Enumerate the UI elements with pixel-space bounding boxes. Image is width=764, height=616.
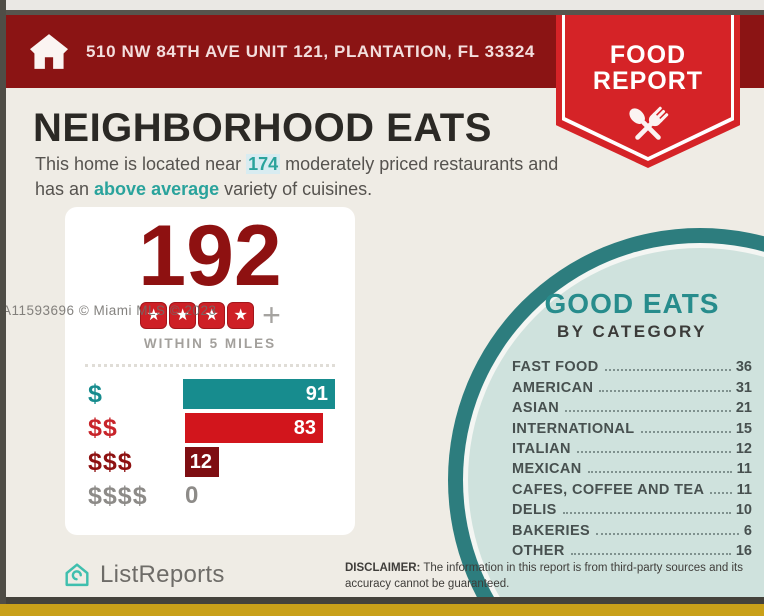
category-name: DELIS	[512, 502, 557, 519]
category-row: BAKERIES 6	[512, 518, 752, 539]
star-icon: ★	[169, 302, 197, 329]
category-value: 10	[735, 502, 752, 519]
category-name: OTHER	[512, 542, 565, 559]
category-value: 11	[736, 481, 752, 498]
frame-bottom-line	[0, 597, 764, 604]
star-icon: ★	[140, 302, 168, 329]
category-row: OTHER 16	[512, 539, 752, 559]
bar-dollar-dollar: 83	[185, 413, 323, 443]
category-name: INTERNATIONAL	[512, 420, 635, 437]
intro-part3: variety of cuisines.	[219, 178, 373, 199]
bar-track: 12	[185, 447, 335, 477]
tier-label: $$	[88, 413, 118, 442]
bar-dollar-dollar-dollar: 12	[185, 447, 219, 477]
frame-gold-bar	[0, 604, 764, 616]
price-tier-row: $ 91	[88, 377, 335, 411]
home-icon	[30, 34, 68, 69]
category-value: 21	[735, 400, 752, 417]
intro-part2: moderately priced restaurants and has an	[35, 154, 559, 199]
dotted-leader	[640, 430, 731, 433]
good-eats-subtitle: BY CATEGORY	[557, 322, 707, 341]
price-tier-row: $$ 83	[88, 411, 335, 445]
bar-track: 83	[185, 413, 335, 443]
plus-icon: +	[262, 297, 281, 333]
frame-left-border	[0, 0, 6, 604]
category-name: FAST FOOD	[512, 359, 599, 376]
dotted-leader	[604, 369, 731, 372]
dotted-leader	[587, 471, 732, 474]
price-tier-row: $$$$ 0	[88, 479, 335, 513]
category-value: 31	[735, 379, 752, 396]
intro-text: This home is located near 174 moderately…	[35, 152, 580, 202]
bar-track: 0	[185, 481, 335, 511]
category-value: 15	[735, 420, 752, 437]
category-name: ASIAN	[512, 400, 560, 417]
star-icon: ★	[198, 302, 226, 329]
category-value: 16	[735, 542, 752, 559]
above-average-highlight: above average	[94, 178, 220, 199]
tier-label: $$$	[88, 447, 133, 476]
total-restaurants-count: 192	[138, 208, 282, 304]
price-tier-chart: $ 91 $$ 83 $$$ 12 $$$$ 0	[88, 377, 335, 513]
category-value: 11	[736, 461, 752, 478]
frame-top-line	[0, 10, 764, 15]
zero-value: 0	[185, 482, 199, 509]
dotted-leader	[562, 512, 731, 515]
category-row: ASIAN 21	[512, 396, 752, 416]
dotted-divider	[85, 364, 335, 367]
brand-name: ListReports	[100, 561, 225, 588]
bar-dollar: 91	[183, 379, 335, 409]
category-value: 6	[743, 522, 752, 539]
mls-watermark: A11593696 © Miami MLS © 2023	[2, 303, 217, 318]
badge-title-line1: FOOD	[609, 41, 687, 69]
intro-part1: This home is located near	[35, 154, 247, 174]
category-row: FAST FOOD 36	[512, 355, 752, 375]
rating-row: ★ ★ ★ ★ +	[65, 297, 355, 333]
dotted-leader	[710, 491, 732, 494]
category-row: CAFES, COFFEE AND TEA 11	[512, 477, 752, 498]
dotted-leader	[576, 450, 731, 453]
dotted-leader	[565, 410, 731, 413]
category-row: ITALIAN 12	[512, 437, 752, 457]
restaurant-count-highlight: 174	[246, 154, 281, 174]
dotted-leader	[599, 389, 731, 392]
category-row: DELIS 10	[512, 498, 752, 518]
category-name: BAKERIES	[512, 522, 591, 539]
property-address: 510 NW 84TH AVE UNIT 121, PLANTATION, FL…	[86, 41, 535, 61]
scope-label: WITHIN 5 MILES	[143, 336, 277, 351]
category-row: MEXICAN 11	[512, 457, 752, 477]
category-list: FAST FOOD 36 AMERICAN 31 ASIAN 21 INTERNATI…	[512, 355, 752, 559]
category-row: INTERNATIONAL 15	[512, 416, 752, 437]
tier-label: $$$$	[88, 481, 148, 510]
dotted-leader	[570, 552, 731, 555]
disclaimer-text: DISCLAIMER: The information in this repo…	[345, 562, 743, 590]
category-name: ITALIAN	[512, 440, 571, 457]
listreports-logo: ListReports	[62, 560, 225, 590]
crossed-spoon-fork-icon	[556, 100, 740, 154]
food-report-badge: FOOD REPORT	[556, 15, 740, 168]
category-name: MEXICAN	[512, 461, 582, 478]
category-value: 36	[735, 359, 752, 376]
disclaimer-label: DISCLAIMER:	[345, 562, 421, 574]
category-row: AMERICAN 31	[512, 375, 752, 396]
badge-title-line2: REPORT	[592, 67, 704, 95]
star-icon: ★	[227, 302, 255, 329]
category-name: AMERICAN	[512, 379, 594, 396]
listreports-house-icon	[62, 560, 92, 590]
category-value: 12	[735, 440, 752, 457]
good-eats-circle: GOOD EATS BY CATEGORY FAST FOOD 36 AMERIC…	[448, 228, 764, 616]
tier-label: $	[88, 379, 103, 408]
page-title: NEIGHBORHOOD EATS	[33, 106, 492, 150]
category-name: CAFES, COFFEE AND TEA	[512, 481, 705, 498]
bar-track: 91	[183, 379, 335, 409]
restaurant-stats-card: 192 ★ ★ ★ ★ + WITHIN 5 MILES $ 91 $$ 83	[65, 207, 355, 535]
dotted-leader	[596, 532, 739, 535]
frame-top-strip	[0, 0, 764, 10]
price-tier-row: $$$ 12	[88, 445, 335, 479]
good-eats-title: GOOD EATS	[544, 288, 720, 319]
